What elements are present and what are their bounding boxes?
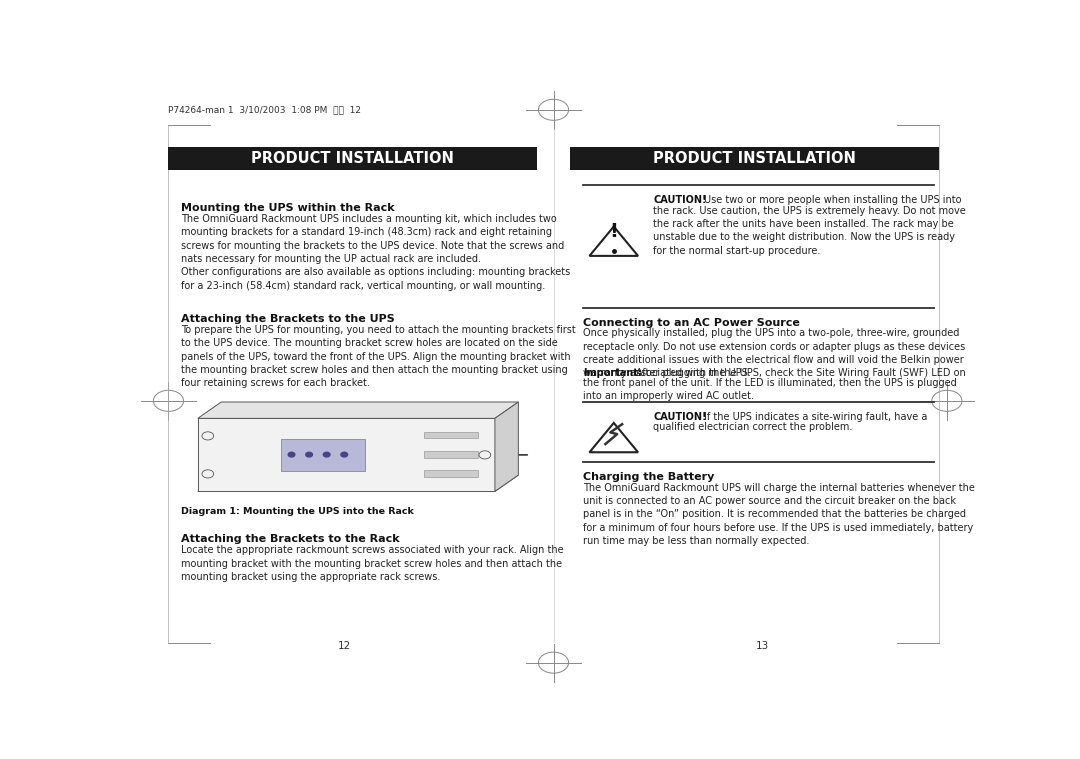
- Text: Diagram 1: Mounting the UPS into the Rack: Diagram 1: Mounting the UPS into the Rac…: [181, 507, 414, 516]
- Text: qualified electrician correct the problem.: qualified electrician correct the proble…: [653, 423, 852, 433]
- Text: CAUTION!: CAUTION!: [653, 195, 706, 205]
- Text: If the UPS indicates a site-wiring fault, have a: If the UPS indicates a site-wiring fault…: [704, 412, 928, 422]
- Circle shape: [288, 452, 295, 457]
- FancyBboxPatch shape: [570, 146, 939, 170]
- Text: !: !: [609, 222, 618, 241]
- Polygon shape: [198, 402, 518, 418]
- Text: To prepare the UPS for mounting, you need to attach the mounting brackets first
: To prepare the UPS for mounting, you nee…: [181, 325, 576, 389]
- Polygon shape: [590, 423, 638, 452]
- Text: the rack. Use caution, the UPS is extremely heavy. Do not move
the rack after th: the rack. Use caution, the UPS is extrem…: [653, 206, 966, 256]
- Circle shape: [323, 452, 330, 457]
- Text: Locate the appropriate rackmount screws associated with your rack. Align the
mou: Locate the appropriate rackmount screws …: [181, 545, 564, 582]
- Text: 12: 12: [338, 641, 351, 651]
- Text: Attaching the Brackets to the Rack: Attaching the Brackets to the Rack: [181, 534, 400, 544]
- Text: Mounting the UPS within the Rack: Mounting the UPS within the Rack: [181, 203, 394, 213]
- FancyBboxPatch shape: [168, 146, 537, 170]
- Circle shape: [306, 452, 312, 457]
- FancyBboxPatch shape: [423, 432, 478, 438]
- Text: Charging the Battery: Charging the Battery: [583, 472, 714, 482]
- Polygon shape: [495, 402, 518, 491]
- Text: Attaching the Brackets to the UPS: Attaching the Brackets to the UPS: [181, 314, 395, 324]
- FancyBboxPatch shape: [282, 439, 365, 471]
- Text: Use two or more people when installing the UPS into: Use two or more people when installing t…: [704, 195, 961, 205]
- Text: Once physically installed, plug the UPS into a two-pole, three-wire, grounded
re: Once physically installed, plug the UPS …: [583, 329, 966, 379]
- Text: Important:: Important:: [583, 367, 642, 377]
- FancyBboxPatch shape: [423, 451, 478, 458]
- Polygon shape: [590, 226, 638, 256]
- Text: PRODUCT INSTALLATION: PRODUCT INSTALLATION: [653, 151, 855, 165]
- Text: Connecting to an AC Power Source: Connecting to an AC Power Source: [583, 318, 799, 328]
- Polygon shape: [198, 418, 495, 491]
- Text: PRODUCT INSTALLATION: PRODUCT INSTALLATION: [252, 151, 454, 165]
- Text: After plugging in the UPS, check the Site Wiring Fault (SWF) LED on: After plugging in the UPS, check the Sit…: [636, 367, 967, 377]
- Polygon shape: [198, 475, 518, 491]
- Text: the front panel of the unit. If the LED is illuminated, then the UPS is plugged
: the front panel of the unit. If the LED …: [583, 378, 957, 402]
- Text: 13: 13: [756, 641, 769, 651]
- Text: The OmniGuard Rackmount UPS will charge the internal batteries whenever the
unit: The OmniGuard Rackmount UPS will charge …: [583, 483, 974, 546]
- FancyBboxPatch shape: [423, 471, 478, 477]
- Text: CAUTION!: CAUTION!: [653, 412, 706, 422]
- Circle shape: [341, 452, 348, 457]
- Text: The OmniGuard Rackmount UPS includes a mounting kit, which includes two
mounting: The OmniGuard Rackmount UPS includes a m…: [181, 214, 570, 291]
- Text: P74264-man 1  3/10/2003  1:08 PM  頁面  12: P74264-man 1 3/10/2003 1:08 PM 頁面 12: [168, 106, 362, 115]
